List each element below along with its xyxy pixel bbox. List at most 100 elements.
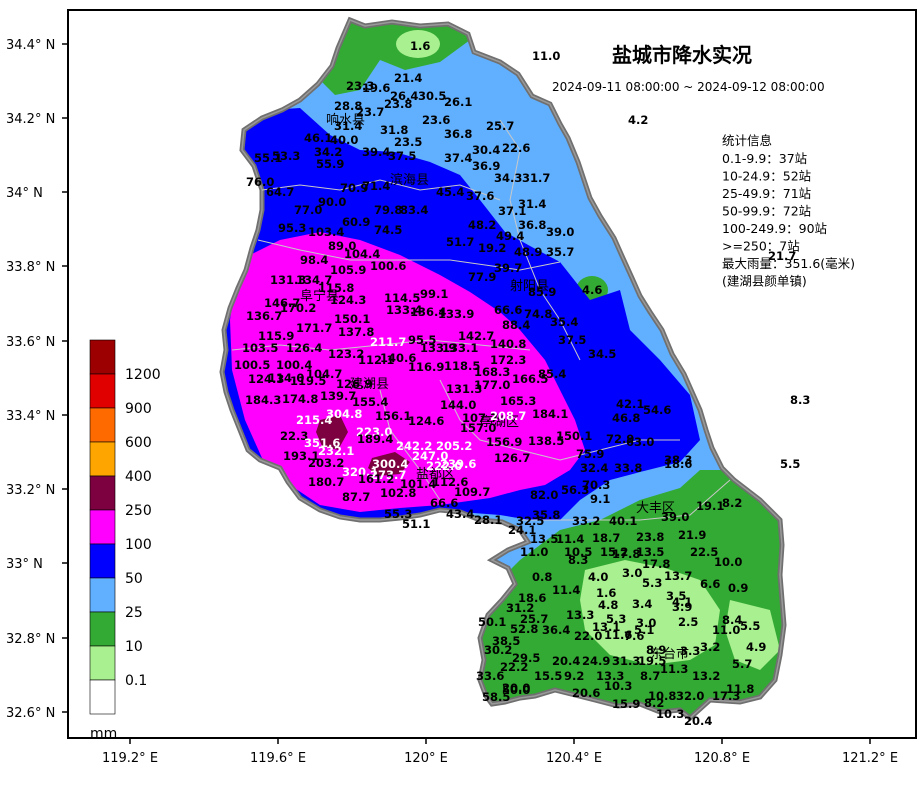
station-value: 273.7 [370, 468, 406, 482]
station-value: 165.3 [500, 394, 536, 408]
station-value: 95.3 [278, 221, 306, 235]
legend-label: 100 [125, 537, 152, 553]
station-value: 11.0 [532, 49, 560, 63]
station-value: 124.6 [408, 414, 444, 428]
station-value: 1.6 [410, 39, 430, 53]
layer-250-400-b [368, 452, 410, 476]
stats-line: 50-99.9：72站 [722, 204, 811, 219]
station-value: 37.4 [444, 151, 472, 165]
station-value: 239.6 [440, 457, 476, 471]
station-value: 18.6 [518, 591, 546, 605]
station-value: 11.0 [712, 623, 740, 637]
county-label: 大丰区 [636, 501, 675, 516]
station-value: 133.9 [420, 341, 456, 355]
station-value: 124.3 [248, 372, 284, 386]
station-value: 2.5 [678, 615, 698, 629]
station-value: 22.2 [500, 660, 528, 674]
county-boundaries [231, 119, 731, 521]
legend-label: 900 [125, 401, 152, 417]
station-value: 142.7 [458, 329, 494, 343]
station-value: 5.3 [606, 612, 626, 626]
station-value: 39.0 [661, 510, 689, 524]
station-value: 105.9 [330, 263, 366, 277]
station-value: 174.8 [282, 392, 318, 406]
stats-line: (建湖县颜单镇) [722, 274, 807, 289]
station-value: 189.4 [357, 432, 393, 446]
station-value: 133.9 [438, 307, 474, 321]
station-value: 22.3 [280, 429, 308, 443]
station-value: 168.3 [474, 365, 510, 379]
station-value: 76.0 [246, 175, 274, 189]
station-value: 28.8 [334, 99, 362, 113]
station-value: 13.5 [636, 545, 664, 559]
station-value: 116.9 [408, 360, 444, 374]
legend-swatch [89, 339, 116, 375]
longitude-axis: 119.2° E 119.6° E 120° E 120.4° E 120.8° E 12… [102, 738, 898, 766]
station-value: 39.0 [546, 225, 574, 239]
station-value: 13.5 [530, 532, 558, 546]
latitude-tick-label: 32.8° N [6, 632, 55, 647]
station-value: 112.1 [358, 353, 394, 367]
station-value: 1.6 [596, 586, 616, 600]
station-value: 10.0 [714, 555, 742, 569]
legend-swatch [89, 577, 116, 613]
station-value: 8.7 [640, 669, 660, 683]
station-value: 5.7 [732, 657, 752, 671]
station-value: 11.3 [660, 662, 688, 676]
station-value: 25.7 [520, 612, 548, 626]
station-value: 53.3 [272, 149, 300, 163]
legend-label: 250 [125, 503, 152, 519]
station-value: 17.3 [712, 689, 740, 703]
station-value: 103.5 [242, 341, 278, 355]
station-value: 11.0 [520, 545, 548, 559]
station-value: 13.3 [566, 608, 594, 622]
layer-100-250 [230, 232, 585, 512]
station-value: 75.9 [576, 447, 604, 461]
station-value: 66.6 [494, 303, 522, 317]
station-value: 20.4 [552, 654, 580, 668]
station-value: 100.4 [276, 358, 312, 372]
latitude-tick-label: 33.4° N [6, 409, 55, 424]
legend-swatch [89, 441, 116, 477]
station-value: 10.3 [656, 707, 684, 721]
station-value: 46.8 [612, 411, 640, 425]
stats-line: 100-249.9：90站 [722, 221, 827, 236]
color-legend: 1200 900 600 400 250 100 50 25 10 0.1 mm [89, 339, 161, 742]
station-value: 161.2 [358, 472, 394, 486]
station-value: 37.6 [466, 189, 494, 203]
stats-heading: 统计信息 [722, 133, 772, 148]
station-value: 45.4 [436, 185, 464, 199]
station-value: 205.2 [436, 439, 472, 453]
station-value: 18.7 [592, 531, 620, 545]
station-value: 48.2 [468, 218, 496, 232]
station-value: 131.3 [270, 273, 306, 287]
station-value: 0.8 [532, 570, 552, 584]
station-value: 51.7 [446, 235, 474, 249]
station-value: 51.1 [402, 517, 430, 531]
station-value: 136.4 [410, 305, 446, 319]
station-value: 102.8 [380, 486, 416, 500]
station-value: 104.4 [344, 247, 380, 261]
station-value: 72.9 [606, 432, 634, 446]
station-value: 35.7 [546, 245, 574, 259]
latitude-tick-label: 33.6° N [6, 335, 55, 350]
longitude-tick-label: 121.2° E [842, 751, 898, 766]
station-value: 8.4 [722, 613, 742, 627]
station-value: 50.1 [478, 615, 506, 629]
station-value: 4.9 [746, 640, 766, 654]
station-value: 19.2 [478, 241, 506, 255]
latitude-axis: 34.4° N 34.2° N 34° N 33.8° N 33.6° N 33.4° N… [6, 38, 68, 721]
station-value: 23.8 [636, 530, 664, 544]
station-value: 208.7 [490, 409, 526, 423]
station-value: 10.5 [564, 545, 592, 559]
station-value: 39.7 [494, 261, 522, 275]
station-value: 31.7 [522, 171, 550, 185]
station-value: 100.6 [370, 259, 406, 273]
stats-line: 25-49.9：71站 [722, 186, 811, 201]
station-value: 34.2 [314, 145, 342, 159]
station-value: 171.7 [296, 321, 332, 335]
station-value: 8.3 [790, 393, 810, 407]
station-value: 222.0 [426, 459, 462, 473]
station-value: 36.4 [542, 623, 570, 637]
